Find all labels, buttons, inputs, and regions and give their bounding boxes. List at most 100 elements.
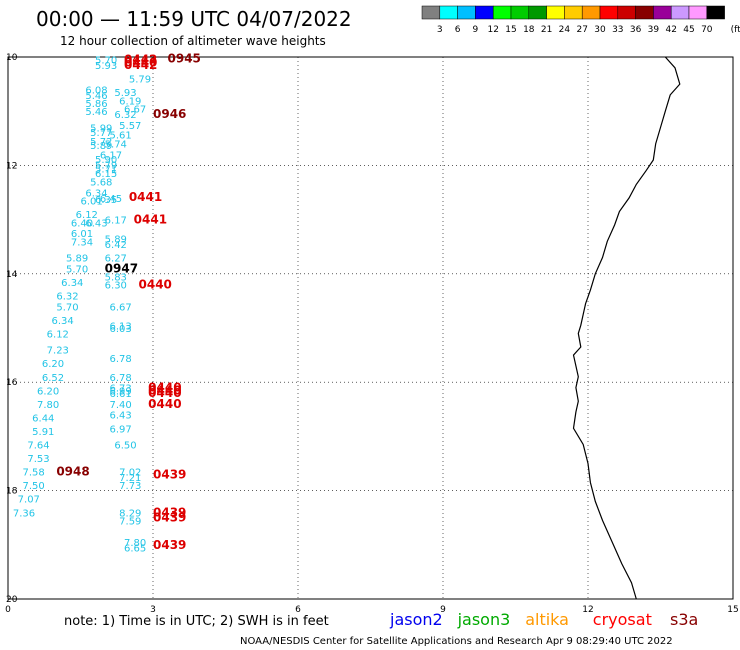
satellite-legend-s3a: s3a [670, 610, 698, 629]
wave-height-value: 6.50 [114, 441, 136, 452]
wave-height-value: 5.90 [95, 155, 117, 166]
wave-height-value: 6.13 [110, 321, 132, 332]
satellite-legend-altika: altika [525, 610, 569, 629]
color-scale-label: 27 [576, 25, 587, 35]
color-scale-swatch [635, 5, 654, 20]
color-scale-swatch [439, 5, 458, 20]
wave-height-value: 6.27 [105, 254, 127, 265]
y-tick-label: 10 [6, 53, 18, 63]
color-scale-swatch [581, 5, 601, 20]
wave-height-value: 6.78 [110, 354, 132, 365]
wave-height-value: 6.97 [110, 424, 132, 435]
wave-height-value: 7.02 [119, 468, 141, 479]
color-scale-label: 39 [648, 25, 660, 35]
pass-time-label: 0945 [168, 52, 201, 66]
color-scale-label: 70 [701, 25, 713, 35]
pass-time-label: 0439 [153, 467, 186, 481]
pass-time-label: 0946 [153, 107, 186, 121]
wave-height-value: 7.58 [23, 468, 45, 479]
wave-height-value: 6.17 [105, 216, 127, 227]
pass-time-label: 0440 [139, 278, 172, 292]
wave-height-value: 5.72 [90, 137, 112, 148]
satellite-legend-jason2: jason2 [389, 610, 443, 629]
pass-time-label: 0439 [153, 538, 186, 552]
x-tick-label: 12 [582, 605, 593, 615]
pass-time-label: 0440 [148, 397, 181, 411]
wave-height-value: 5.70 [56, 302, 78, 313]
wave-height-value: 5.77 [90, 128, 112, 139]
wave-height-value: 6.67 [110, 302, 132, 313]
color-scale-label: 30 [594, 25, 606, 35]
wave-height-value: 7.07 [18, 495, 40, 506]
x-tick-label: 3 [150, 605, 156, 615]
wave-height-value: 5.71 [95, 165, 117, 176]
wave-height-value: 5.89 [105, 235, 127, 246]
color-scale-unit: (ft) [731, 25, 740, 35]
wave-height-value: 6.34 [85, 189, 107, 200]
wave-height-value: 6.99 [110, 386, 132, 397]
color-scale-swatch [688, 5, 708, 20]
wave-height-value: 6.35 [95, 195, 117, 206]
wave-height-value: 6.42 [105, 240, 127, 251]
page-title: 00:00 — 11:59 UTC 04/07/2022 [36, 7, 352, 31]
wave-height-value: 6.08 [85, 86, 107, 97]
x-tick-label: 0 [5, 605, 11, 615]
y-tick-label: 20 [6, 595, 18, 605]
wave-height-value: 6.34 [61, 278, 83, 289]
color-scale-label: 15 [505, 25, 516, 35]
wave-height-value: 7.34 [71, 237, 93, 248]
wave-height-value: 7.73 [119, 481, 141, 492]
color-scale-label: 6 [455, 25, 461, 35]
color-scale-swatch [564, 5, 583, 20]
wave-height-value: 5.57 [119, 121, 141, 132]
y-tick-label: 18 [6, 487, 18, 497]
wave-height-value: 6.45 [100, 194, 122, 205]
y-tick-label: 16 [6, 378, 18, 388]
pass-time-label: 0439 [153, 505, 186, 519]
wave-height-value: 5.89 [90, 141, 112, 152]
x-tick-label: 15 [727, 605, 738, 615]
color-scale-swatch [546, 5, 565, 20]
wave-height-value: 6.73 [110, 384, 132, 395]
wave-height-value: 5.70 [66, 264, 88, 275]
pass-time-label: 0440 [124, 55, 157, 69]
wave-height-value: 5.79 [129, 75, 151, 86]
wave-height-value: 6.17 [100, 151, 122, 162]
y-axis-ticks: 10 12 14 16 18 20 [6, 53, 18, 605]
color-scale-swatch [457, 5, 476, 20]
wave-height-value: 7.23 [47, 346, 69, 357]
wave-height-value: 7.59 [119, 516, 141, 527]
wave-height-value: 5.93 [114, 88, 136, 99]
satellite-legend-jason3: jason3 [457, 610, 511, 629]
wave-height-value: 7.21 [119, 473, 141, 484]
page-subtitle: 12 hour collection of altimeter wave hei… [60, 34, 326, 48]
color-scale-label: 42 [665, 25, 676, 35]
color-scale-label: 36 [630, 25, 642, 35]
wave-height-value: 5.99 [90, 123, 112, 134]
wave-height-value: 6.78 [110, 373, 132, 384]
wave-height-value: 6.12 [47, 329, 69, 340]
map-grid [8, 57, 733, 599]
x-axis-ticks: 0 3 6 9 12 15 [5, 605, 739, 615]
satellite-legend-cryosat: cryosat [593, 610, 652, 629]
wave-height-value: 6.20 [37, 386, 59, 397]
color-scale-label: 3 [437, 25, 443, 35]
wave-height-value: 5.79 [95, 160, 117, 171]
color-scale-swatch [475, 5, 494, 20]
wave-height-value: 6.32 [114, 110, 136, 121]
wave-height-value: 7.64 [27, 441, 49, 452]
map-frame [7, 56, 734, 600]
wave-height-value: 6.43 [110, 411, 132, 422]
wave-height-value: 6.01 [81, 197, 103, 208]
wave-height-value: 7.36 [13, 508, 35, 519]
pass-time-label: 0439 [153, 511, 186, 525]
color-scale-swatch [599, 5, 619, 20]
wave-height-value: 6.03 [110, 324, 132, 335]
wave-height-value: 8.29 [119, 508, 141, 519]
x-tick-label: 9 [440, 605, 446, 615]
wave-height-value: 6.52 [42, 373, 64, 384]
wave-height-value: 5.70 [95, 56, 117, 67]
